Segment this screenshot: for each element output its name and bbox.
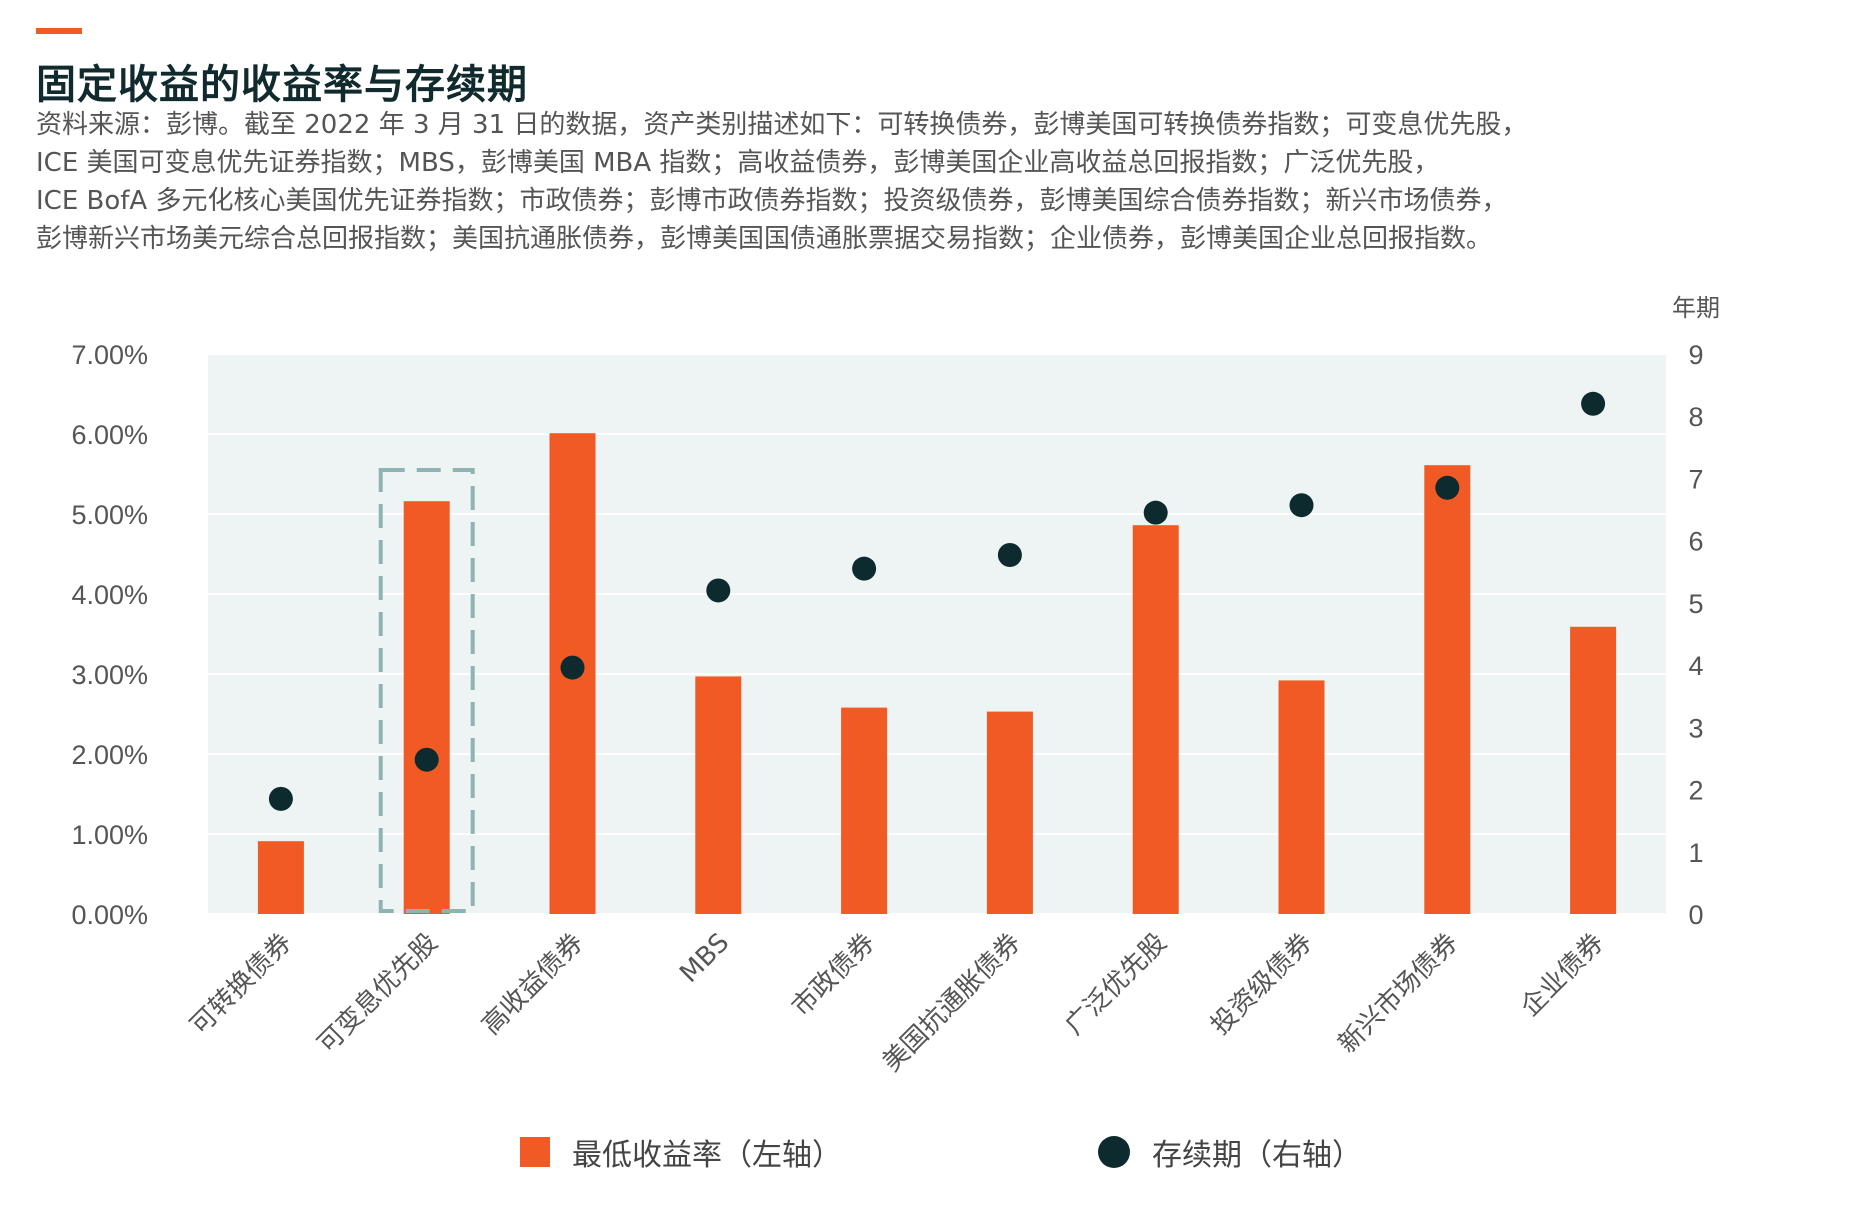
x-tick-label: 高收益债券: [476, 928, 589, 1041]
x-tick-label: 可变息优先股: [312, 928, 444, 1060]
bar-6: [986, 711, 1033, 914]
legend-duration: 存续期（右轴）: [1098, 1130, 1362, 1174]
y-left-tick-label: 5.00%: [71, 500, 148, 530]
y-right-tick-label: 3: [1688, 713, 1703, 743]
highlight-box: [378, 468, 475, 913]
source-note: 资料来源：彭博。截至 2022 年 3 月 31 日的数据，资产类别描述如下：可…: [36, 106, 1856, 258]
duration-point-8: [1289, 493, 1314, 518]
x-tick-label: 新兴市场债券: [1333, 928, 1465, 1060]
source-line-4: 彭博新兴市场美元综合总回报指数；美国抗通胀债券，彭博美国国债通胀票据交易指数；企…: [36, 224, 1493, 254]
duration-point-7: [1143, 500, 1168, 525]
legend-yield-label: 最低收益率（左轴）: [572, 1138, 842, 1173]
duration-point-9: [1435, 475, 1460, 500]
source-line-1: 资料来源：彭博。截至 2022 年 3 月 31 日的数据，资产类别描述如下：可…: [36, 110, 1528, 140]
y-right-tick-label: 4: [1688, 651, 1703, 681]
legend-dot-swatch: [1098, 1136, 1130, 1168]
x-tick-label: 广泛优先股: [1060, 928, 1173, 1041]
duration-point-1: [268, 786, 293, 811]
y-right-tick-label: 5: [1688, 589, 1703, 619]
x-tick-label: 企业债券: [1515, 928, 1610, 1023]
legend-duration-label: 存续期（右轴）: [1152, 1138, 1362, 1173]
y-right-tick-label: 9: [1688, 340, 1703, 370]
duration-point-10: [1581, 391, 1606, 416]
source-line-3: ICE BofA 多元化核心美国优先证券指数；市政债券；彭博市政债券指数；投资级…: [36, 186, 1508, 216]
y-right-tick-label: 2: [1688, 776, 1703, 806]
source-line-2: ICE 美国可变息优先证券指数；MBS，彭博美国 MBA 指数；高收益债券，彭博…: [36, 148, 1440, 178]
bar-2: [403, 501, 450, 914]
y-left-tick-label: 3.00%: [71, 660, 148, 690]
x-tick-label: 市政债券: [786, 928, 881, 1023]
y-right-tick-label: 0: [1688, 900, 1703, 930]
title-accent-line: [36, 28, 82, 34]
legend-bar-swatch: [520, 1137, 550, 1167]
y-left-tick-label: 0.00%: [71, 900, 148, 930]
plot-background: [208, 354, 1666, 914]
legend-yield: 最低收益率（左轴）: [520, 1130, 842, 1174]
y-right-tick-label: 7: [1688, 464, 1703, 494]
x-tick-label: 投资级债券: [1205, 928, 1318, 1041]
plot-area: 0.00% 1.00% 2.00% 3.00% 4.00% 5.00% 6.00% 7.00%…: [71, 294, 1720, 1078]
bar-10: [1570, 626, 1617, 914]
x-tick-label: MBS: [674, 928, 735, 989]
bar-8: [1278, 680, 1325, 914]
chart-canvas: 0.00% 1.00% 2.00% 3.00% 4.00% 5.00% 6.00% 7.00%…: [71, 294, 1720, 1078]
bar-4: [695, 676, 742, 914]
duration-point-3: [560, 655, 585, 680]
y-right-tick-label: 1: [1688, 838, 1703, 868]
duration-point-4: [706, 578, 731, 603]
duration-point-2: [414, 747, 439, 772]
bar-9: [1424, 465, 1471, 914]
y-left-tick-label: 1.00%: [71, 820, 148, 850]
bar-5: [841, 707, 888, 914]
bar-7: [1132, 525, 1179, 914]
x-tick-label: 美国抗通胀债券: [877, 928, 1027, 1078]
y-right-tick-label: 8: [1688, 402, 1703, 432]
y-left-tick-label: 4.00%: [71, 580, 148, 610]
y-left-tick-label: 7.00%: [71, 340, 148, 370]
chart-title: 固定收益的收益率与存续期: [36, 62, 528, 108]
y-left-tick-label: 2.00%: [71, 740, 148, 770]
y-left-tick-label: 6.00%: [71, 420, 148, 450]
y-right-axis-label: 年期: [1672, 294, 1720, 322]
bar-1: [257, 841, 304, 914]
duration-point-5: [852, 556, 877, 581]
y-right-tick-label: 6: [1688, 527, 1703, 557]
x-tick-label: 可转换债券: [185, 928, 298, 1041]
duration-point-6: [997, 542, 1022, 567]
